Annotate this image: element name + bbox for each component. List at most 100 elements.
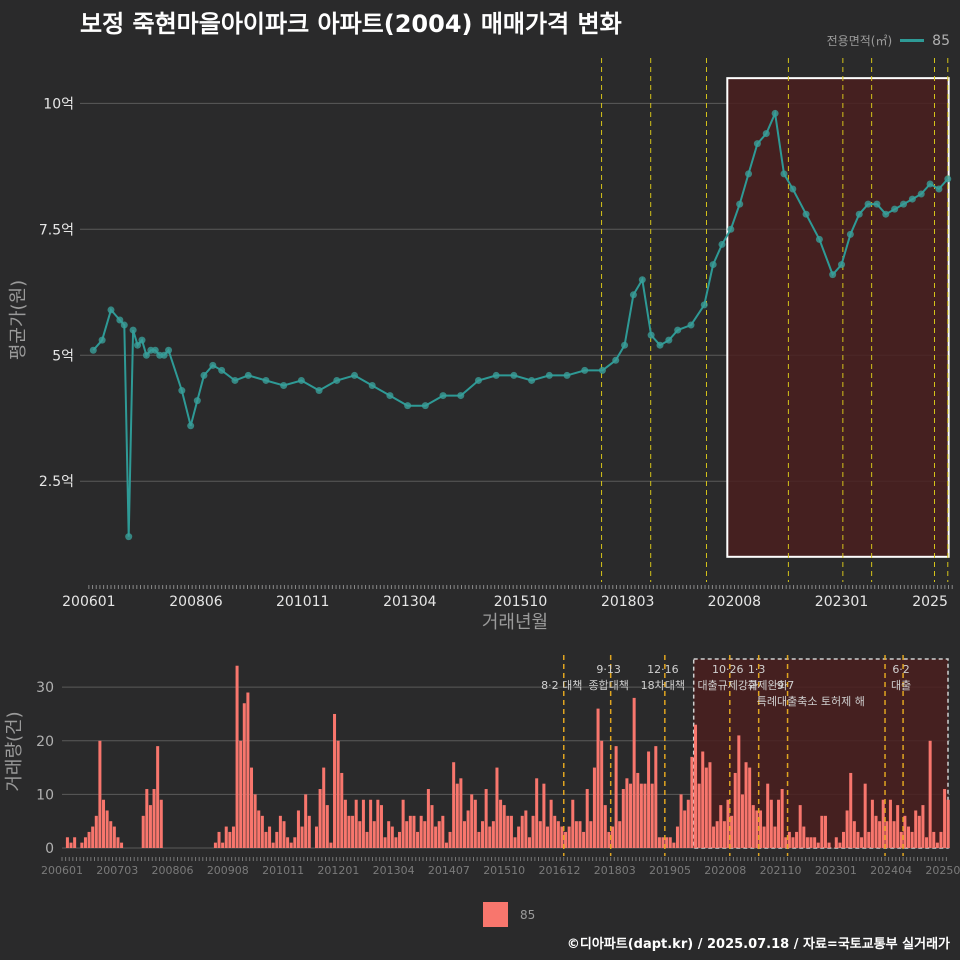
volume-bar [769, 799, 773, 848]
price-point [815, 235, 823, 243]
price-point [160, 351, 168, 359]
price-point [89, 346, 97, 354]
volume-bar [141, 815, 145, 848]
vol-x-tick-label: 201011 [262, 864, 304, 877]
price-point [621, 341, 629, 349]
volume-bar [874, 815, 878, 848]
policy-annotation: 6·2 [892, 663, 910, 676]
policy-annotation: 12·16 [647, 663, 679, 676]
volume-bar [744, 762, 748, 848]
price-point [581, 366, 589, 374]
vol-x-tick-label: 202301 [815, 864, 857, 877]
volume-bar [610, 826, 614, 848]
price-point [908, 195, 916, 203]
price-point [838, 261, 846, 269]
volume-bar [708, 762, 712, 848]
volume-bar [791, 837, 795, 848]
volume-bar [365, 831, 369, 848]
volume-bar [679, 794, 683, 848]
volume-bar [697, 783, 701, 848]
volume-bar [675, 826, 679, 848]
volume-bar [271, 842, 275, 848]
volume-bar [654, 746, 658, 848]
volume-bar [419, 815, 423, 848]
volume-bar [275, 831, 279, 848]
legend-bar-swatch-icon [483, 902, 508, 927]
price-point [404, 402, 412, 410]
volume-bar [632, 697, 636, 848]
price-point [944, 175, 952, 183]
volume-bar [665, 837, 669, 848]
price-point [510, 371, 518, 379]
volume-bar [816, 842, 820, 848]
volume-bar [87, 831, 91, 848]
volume-bar [94, 815, 98, 848]
vol-x-tick-label: 202008 [704, 864, 746, 877]
volume-bar [856, 831, 860, 848]
volume-bar [527, 837, 531, 848]
price-point [846, 230, 854, 238]
volume-bar [416, 831, 420, 848]
volume-bar [322, 767, 326, 848]
volume-bar [120, 842, 124, 848]
volume-bar [264, 831, 268, 848]
volume-bar [852, 821, 856, 848]
vol-y-tick-label: 20 [36, 734, 54, 750]
volume-bar [239, 740, 243, 848]
price-point [187, 422, 195, 430]
price-point [351, 371, 359, 379]
vol-y-tick-label: 30 [36, 680, 54, 696]
volume-bar [531, 815, 535, 848]
volume-bar [347, 815, 351, 848]
price-point [134, 341, 142, 349]
x-tick-label: 202008 [708, 594, 761, 610]
volume-bar [751, 805, 755, 848]
x-axis-title: 거래년월 [482, 612, 548, 633]
volume-bar [379, 805, 383, 848]
price-point [421, 402, 429, 410]
volume-bar [896, 805, 900, 848]
policy-annotation: 9·13 [596, 663, 621, 676]
legend-series-label: 85 [932, 32, 950, 49]
volume-bar [809, 837, 813, 848]
volume-bar [148, 805, 152, 848]
x-tick-label: 201304 [383, 594, 437, 610]
volume-bar [80, 842, 84, 848]
volume-bar [560, 826, 564, 848]
price-point [718, 240, 726, 248]
price-point [200, 371, 208, 379]
footer-credit: ©디아파트(dapt.kr) / 2025.07.18 / 자료=국토교통부 실… [566, 937, 950, 952]
price-point [762, 130, 770, 138]
volume-bar [517, 826, 521, 848]
price-point [125, 533, 133, 541]
legend-title: 전용면적(㎡) [826, 34, 893, 48]
vol-y-axis-title: 거래량(건) [4, 711, 25, 791]
volume-bar [585, 789, 589, 848]
legend-bottom: 85 [483, 902, 535, 927]
volume-bar [159, 799, 163, 848]
volume-bar [91, 826, 95, 848]
price-point [780, 170, 788, 178]
price-point [439, 392, 447, 400]
price-point [674, 326, 682, 334]
price-point [178, 387, 186, 395]
volume-bar [888, 799, 892, 848]
volume-bar [643, 783, 647, 848]
volume-bar [787, 831, 791, 848]
volume-bar [842, 831, 846, 848]
volume-bar [542, 783, 546, 848]
volume-bar [943, 789, 947, 848]
volume-bar [296, 810, 300, 848]
volume-bar [394, 837, 398, 848]
volume-bar [571, 799, 575, 848]
price-point [727, 225, 735, 233]
x-tick-label: 201510 [494, 594, 547, 610]
legend-line-icon [900, 39, 925, 42]
volume-bar [470, 794, 474, 848]
volume-bar [398, 831, 402, 848]
volume-bar [878, 821, 882, 848]
volume-bar [455, 783, 459, 848]
volume-bar [491, 821, 495, 848]
volume-bar [827, 842, 831, 848]
volume-bar [921, 805, 925, 848]
